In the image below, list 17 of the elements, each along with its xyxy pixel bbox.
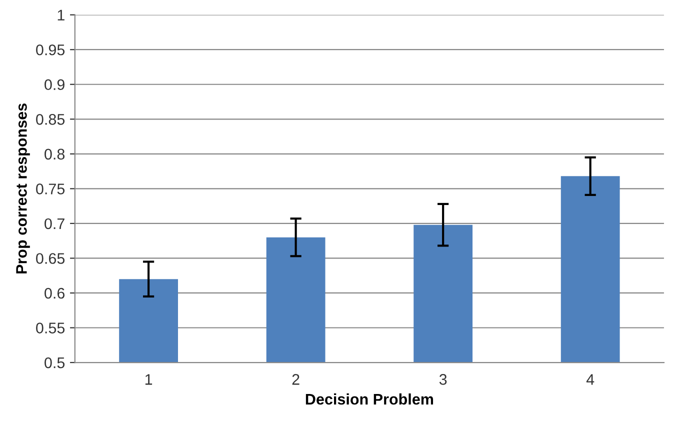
y-tick-label: 0.55 [36,322,65,334]
y-tick-label: 0.5 [44,357,65,368]
y-tick-label: 0.8 [44,148,65,160]
x-tick-label: 4 [586,374,594,385]
y-tick-label: 0.65 [36,253,65,264]
y-tick-label: 0.75 [36,184,65,194]
x-tick-label: 2 [292,374,300,385]
x-tick-label: 1 [145,374,152,385]
x-tick-label: 3 [439,374,447,385]
y-tick-label: 0.6 [44,288,65,299]
y-tick-label: 1 [58,10,64,20]
y-tick-label: 0.95 [36,44,65,56]
x-axis-title: Decision Problem [306,393,434,405]
y-tick-label: 0.9 [44,79,64,90]
y-tick-label: 0.85 [36,114,65,125]
y-axis-title: Prop correct responses [16,104,30,274]
y-tick-label: 0.7 [44,218,64,230]
